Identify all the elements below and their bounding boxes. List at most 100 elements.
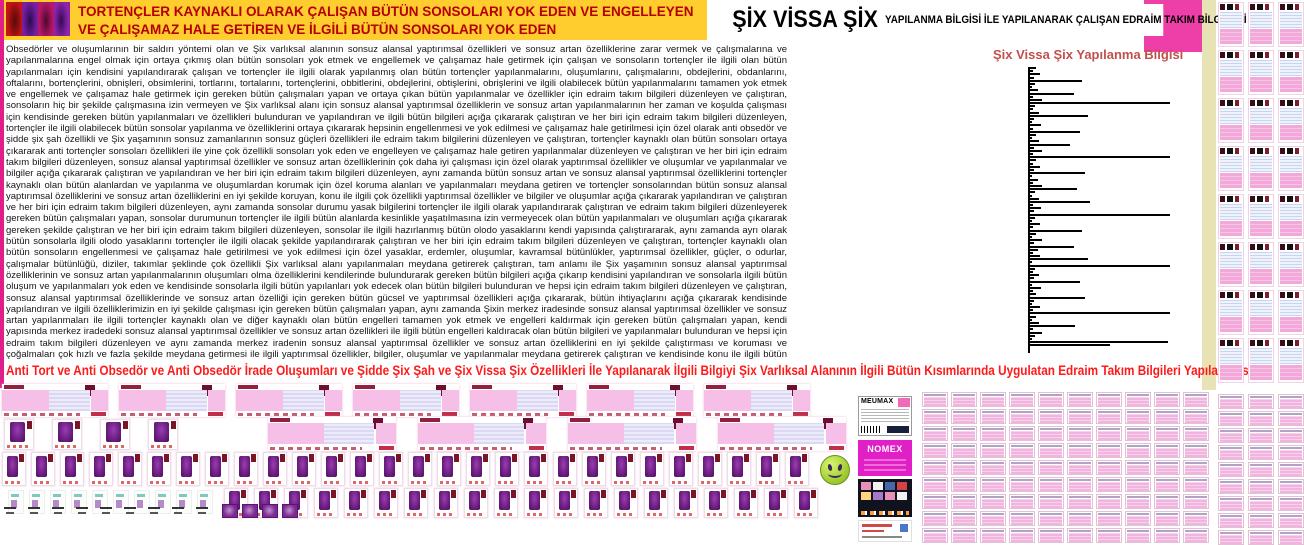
- mini-card-thumbnail: [980, 528, 1006, 543]
- chart-bars: [1030, 67, 1170, 348]
- mini-card-thumbnail: [1009, 426, 1035, 441]
- chart-bar: [1030, 121, 1032, 124]
- mini-card-thumbnail: [1218, 428, 1244, 443]
- chart-bar: [1030, 137, 1032, 140]
- mini-card-thumbnail: [1038, 460, 1064, 475]
- chart-bar: [1030, 178, 1038, 181]
- mini-card-thumbnail: [1096, 477, 1122, 492]
- khaki-strip: [1202, 0, 1216, 390]
- mini-card-thumbnail: [1125, 494, 1151, 509]
- chart-bar: [1030, 92, 1074, 95]
- mini-card-thumbnail: [1218, 462, 1244, 477]
- document-thumbnail: [1278, 290, 1304, 335]
- chart-bar: [1030, 191, 1035, 194]
- chart-bar: [1030, 73, 1040, 76]
- mini-card-thumbnail: [1278, 479, 1304, 494]
- product-box-thumbnail: [31, 452, 55, 486]
- mini-card-thumbnail: [922, 392, 948, 407]
- tiny-text-mark: [148, 506, 166, 516]
- chart-bar: [1030, 315, 1036, 318]
- mini-card-thumbnail: [1278, 445, 1304, 460]
- mini-card-thumbnail: [1096, 443, 1122, 458]
- chart-bar: [1030, 194, 1032, 197]
- product-box-thumbnail: [100, 419, 130, 450]
- chart-bar: [1030, 328, 1033, 331]
- chart-bar: [1030, 261, 1032, 264]
- document-thumbnail: [1278, 50, 1304, 95]
- mini-label-thumbnail: [858, 520, 912, 542]
- chart-bar: [1030, 153, 1033, 156]
- product-box-thumbnail: [785, 452, 809, 486]
- chart-bar: [1030, 331, 1042, 334]
- product-box-thumbnail: [669, 452, 693, 486]
- mini-card-thumbnail: [1125, 443, 1151, 458]
- document-thumbnail: [1278, 146, 1304, 191]
- document-thumbnail: [1278, 194, 1304, 239]
- mini-card-thumbnail: [1218, 394, 1244, 409]
- wide-screenshot-thumbnail: [2, 384, 108, 417]
- product-box-thumbnail: [611, 452, 635, 486]
- document-thumbnail: [1218, 98, 1244, 143]
- mini-card-thumbnail: [922, 511, 948, 526]
- mini-card-thumbnail: [951, 494, 977, 509]
- chart-bar: [1030, 165, 1040, 168]
- chart-bar: [1030, 124, 1041, 127]
- chart-bar: [1030, 76, 1034, 79]
- chart-bar: [1030, 271, 1033, 273]
- product-box-thumbnail: [704, 488, 728, 518]
- mini-card-thumbnail: [1096, 392, 1122, 407]
- mini-card-thumbnail: [1038, 511, 1064, 526]
- chart-bar: [1030, 204, 1033, 207]
- chart-bar: [1030, 267, 1035, 270]
- document-thumbnail: [1248, 50, 1274, 95]
- chart-bar: [1030, 290, 1033, 293]
- mini-card-thumbnail: [1154, 426, 1180, 441]
- mini-card-thumbnail: [980, 426, 1006, 441]
- product-box-thumbnail: [674, 488, 698, 518]
- mini-card-thumbnail: [1009, 392, 1035, 407]
- mini-card-thumbnail: [1183, 443, 1209, 458]
- product-box-thumbnail: [2, 452, 26, 486]
- mini-card-thumbnail: [1125, 426, 1151, 441]
- mini-card-thumbnail: [1154, 443, 1180, 458]
- chart-bar: [1030, 156, 1170, 159]
- chart-bar: [1030, 102, 1170, 105]
- chart-bar: [1030, 248, 1038, 251]
- wide-screenshot-thumbnail: [236, 384, 342, 417]
- wide-screenshot-thumbnail: [268, 417, 396, 451]
- chart-title: Şix Vissa Şix Yapılanma Bilgisi: [993, 47, 1184, 62]
- mini-card-thumbnail: [1067, 409, 1093, 424]
- chart-bar: [1030, 143, 1070, 146]
- document-thumbnail: [1278, 2, 1304, 47]
- mini-card-thumbnail: [1183, 477, 1209, 492]
- chart-bar: [1030, 264, 1170, 267]
- chart-bar: [1030, 105, 1035, 108]
- mini-card-thumbnail: [1067, 392, 1093, 407]
- document-thumbnail: [1218, 146, 1244, 191]
- mini-card-thumbnail: [1278, 496, 1304, 511]
- mini-card-thumbnail: [1248, 479, 1274, 494]
- chart-bar: [1030, 325, 1075, 328]
- mini-card-thumbnail: [1218, 513, 1244, 528]
- tiny-text-mark: [52, 506, 70, 516]
- chart-bar: [1030, 286, 1041, 289]
- bar-chart: [1028, 67, 1180, 353]
- purple-square-thumbnail: [242, 504, 258, 518]
- chart-bar: [1030, 280, 1080, 283]
- chart-bar: [1030, 277, 1034, 280]
- product-box-thumbnail: [644, 488, 668, 518]
- meumax-box-thumbnail: MEUMAX: [858, 396, 912, 436]
- nomex-box-thumbnail: NOMEX: [858, 440, 912, 476]
- product-box-thumbnail: [495, 452, 519, 486]
- mini-card-thumbnail: [951, 409, 977, 424]
- meumax-label: MEUMAX: [861, 398, 894, 405]
- product-box-thumbnail: [524, 488, 548, 518]
- mini-card-thumbnail: [980, 392, 1006, 407]
- mini-card-thumbnail: [1125, 477, 1151, 492]
- tiny-text-mark: [76, 506, 94, 516]
- mini-card-thumbnail: [1278, 462, 1304, 477]
- chart-bar: [1030, 140, 1039, 143]
- mini-card-thumbnail: [1096, 511, 1122, 526]
- mini-card-thumbnail: [1009, 409, 1035, 424]
- product-box-thumbnail: [263, 452, 287, 486]
